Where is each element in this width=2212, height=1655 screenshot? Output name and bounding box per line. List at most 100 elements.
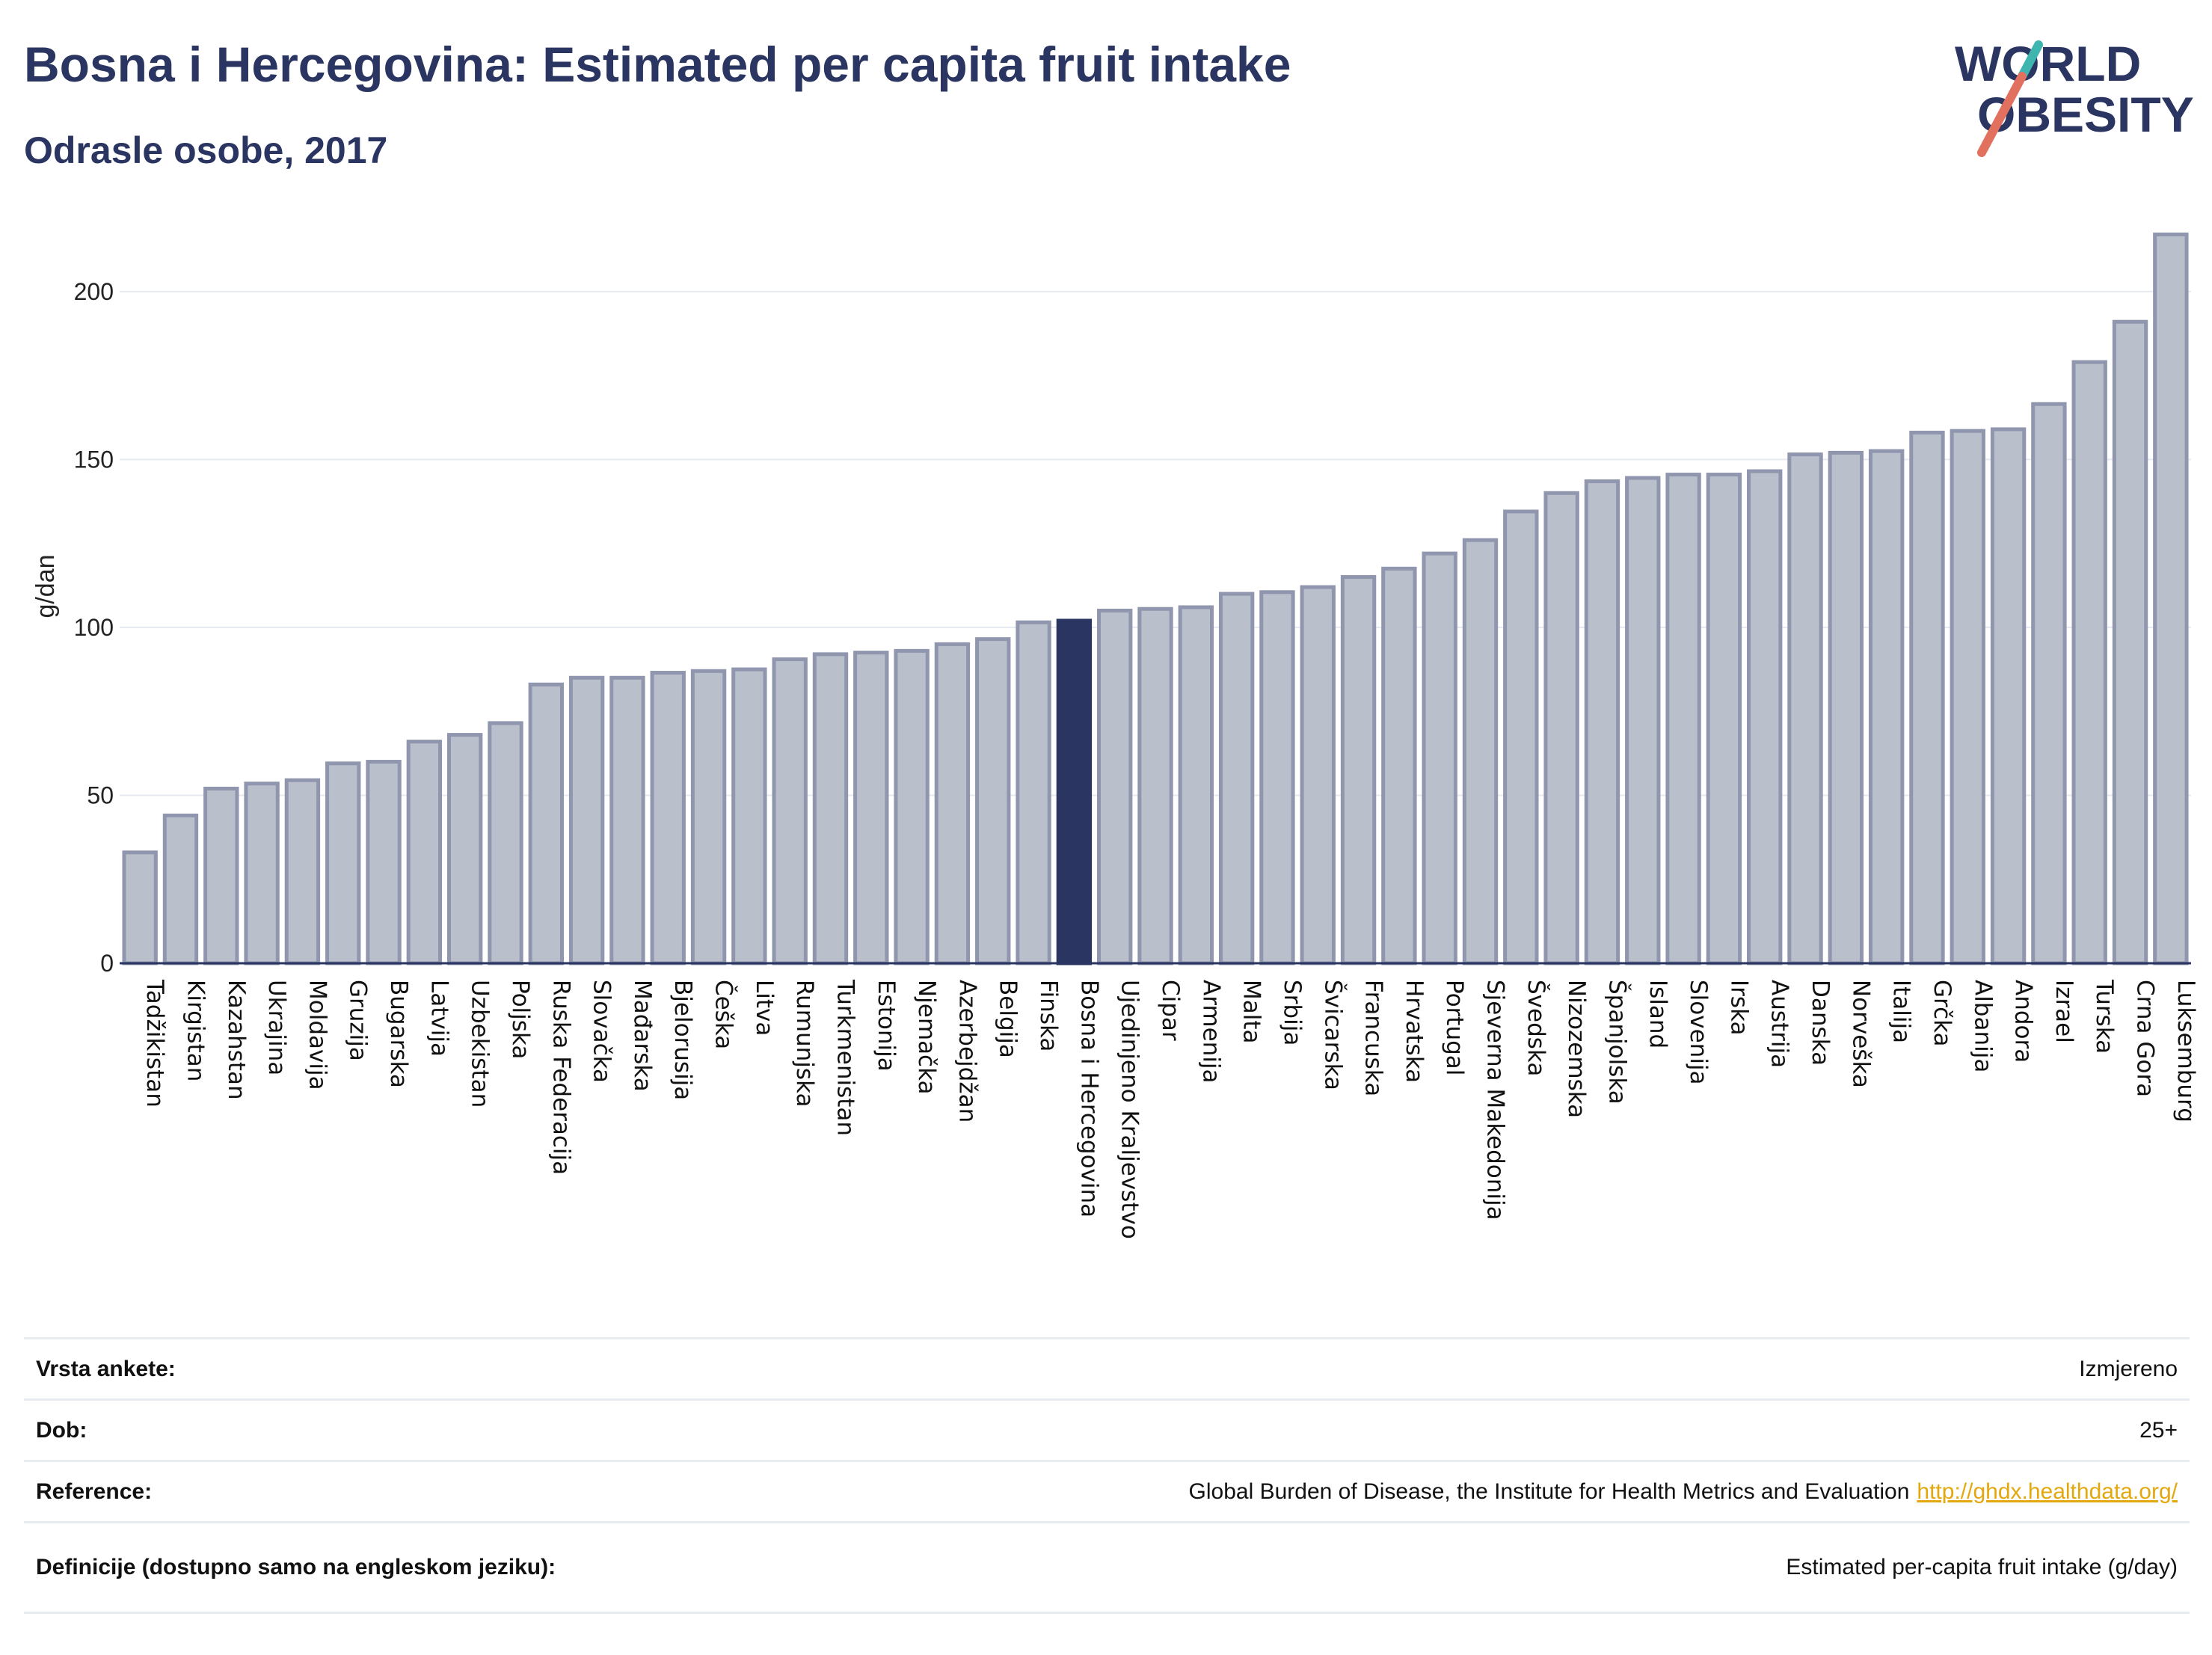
- x-tick-label: Austrija: [1766, 980, 1793, 1068]
- y-tick-label: 200: [74, 278, 114, 305]
- x-tick-label: Španjolska: [1603, 980, 1631, 1105]
- x-tick-label: Bjelorusija: [669, 980, 696, 1100]
- bar: [894, 648, 930, 965]
- y-tick-label: 100: [74, 614, 114, 641]
- bar: [1503, 509, 1539, 965]
- x-tick-label: Luksemburg: [2172, 980, 2199, 1123]
- info-value: Global Burden of Disease, the Institute …: [1189, 1479, 2178, 1505]
- bar: [772, 657, 808, 965]
- bar: [122, 850, 158, 965]
- x-tick-label: Češka: [710, 980, 738, 1049]
- x-tick-label: Turkmenistan: [832, 979, 858, 1136]
- x-tick-label: Ruska Federacija: [547, 980, 574, 1175]
- bar: [1543, 491, 1579, 965]
- bar: [1462, 538, 1499, 965]
- bar: [1625, 476, 1661, 965]
- x-tick-label: Moldavija: [304, 980, 331, 1090]
- y-tick-label: 150: [74, 446, 114, 473]
- bar: [203, 786, 239, 965]
- bar: [1340, 575, 1377, 965]
- x-tick-label: Francuska: [1360, 980, 1387, 1096]
- info-label: Reference:: [36, 1479, 153, 1504]
- x-tick-label: Slovenija: [1685, 980, 1712, 1085]
- info-label: Definicije (dostupno samo na engleskom j…: [36, 1555, 556, 1579]
- labels: 0 50 100 150 200 Tadžikistan Kirgistan Kazahsta…: [31, 278, 2199, 1239]
- x-tick-label: Cipar: [1157, 980, 1184, 1041]
- bar: [1178, 605, 1214, 965]
- x-tick-label: Ukrajina: [263, 980, 290, 1075]
- bar: [975, 637, 1011, 965]
- bars: [122, 232, 2189, 965]
- x-tick-label: Island: [1644, 980, 1671, 1048]
- bar: [1787, 452, 1823, 965]
- x-tick-label: Njemačka: [913, 980, 940, 1095]
- bar: [2031, 402, 2067, 965]
- x-tick-label: Uzbekistan: [467, 980, 494, 1108]
- info-row-age: Dob: 25+: [24, 1398, 2190, 1460]
- x-tick-label: Kirgistan: [182, 980, 209, 1081]
- x-tick-label: Sjeverna Makedonija: [1482, 980, 1509, 1220]
- bar: [1706, 473, 1742, 965]
- x-tick-label: Bugarska: [385, 980, 412, 1088]
- y-axis-title: g/dan: [31, 554, 60, 618]
- bar: [325, 761, 361, 965]
- logo-slash-teal-icon: [2018, 40, 2043, 81]
- bar: [731, 667, 767, 965]
- bar: [1868, 449, 1905, 965]
- y-tick-label: 50: [87, 782, 114, 808]
- x-tick-label: Nizozemska: [1563, 980, 1590, 1118]
- x-tick-label: Albanija: [1969, 980, 1996, 1072]
- bar: [1300, 585, 1336, 965]
- bar: [1950, 429, 1985, 965]
- x-tick-label: Poljska: [507, 980, 534, 1059]
- page-title: Bosna i Hercegovina: Estimated per capit…: [24, 37, 1291, 92]
- x-tick-label: Irska: [1725, 980, 1752, 1035]
- page-subtitle: Odrasle osobe, 2017: [24, 129, 388, 171]
- x-tick-label: Turska: [2091, 979, 2118, 1054]
- bar: [1097, 608, 1133, 965]
- bar: [2071, 360, 2107, 965]
- x-tick-label: Estonija: [873, 980, 900, 1072]
- bar: [568, 675, 605, 965]
- x-tick-label: Portugal: [1441, 980, 1468, 1075]
- bar: [1259, 590, 1295, 965]
- bar: [812, 652, 849, 965]
- bar: [244, 782, 280, 965]
- x-tick-label: Srbija: [1279, 980, 1306, 1045]
- x-tick-label: Kazahstan: [223, 980, 250, 1100]
- info-table: Vrsta ankete: Izmjereno Dob: 25+ Referen…: [24, 1337, 2190, 1614]
- info-row-reference: Reference: Global Burden of Disease, the…: [24, 1460, 2190, 1521]
- x-tick-label: Finska: [1035, 980, 1062, 1051]
- info-value: Izmjereno: [2079, 1356, 2178, 1381]
- x-tick-label: Andora: [2010, 980, 2037, 1063]
- x-tick-label: Slovačka: [589, 980, 615, 1083]
- x-tick-label: Norveška: [1847, 980, 1874, 1088]
- bar: [446, 733, 483, 965]
- reference-link[interactable]: http://ghdx.healthdata.org/: [1917, 1479, 2178, 1504]
- bar: [1747, 469, 1783, 965]
- bar: [609, 675, 645, 965]
- x-tick-label: Tadžikistan: [141, 979, 168, 1108]
- bar: [1016, 620, 1051, 965]
- bar: [1665, 473, 1701, 965]
- bar: [284, 778, 321, 965]
- world-obesity-logo: WORLD OBESITY: [1955, 36, 2194, 157]
- bar: [2153, 232, 2189, 965]
- bar: [406, 740, 443, 965]
- bar: [2112, 319, 2148, 965]
- x-tick-label: Rumunjska: [791, 980, 818, 1107]
- x-tick-label: Švicarska: [1319, 980, 1347, 1090]
- bar: [1909, 430, 1945, 965]
- info-label: Vrsta ankete:: [36, 1356, 176, 1381]
- bar: [1056, 618, 1093, 965]
- info-row-definitions: Definicije (dostupno samo na engleskom j…: [24, 1521, 2190, 1614]
- info-value: 25+: [2139, 1417, 2178, 1443]
- x-tick-label: Azerbejdžan: [953, 980, 980, 1123]
- bar: [1218, 592, 1255, 965]
- bar: [690, 669, 727, 965]
- x-tick-label: Danska: [1807, 980, 1834, 1066]
- x-tick-label: Švedska: [1523, 980, 1550, 1076]
- x-tick-label: Izrael: [2050, 980, 2077, 1043]
- x-tick-label: Malta: [1238, 980, 1265, 1044]
- bar-chart: 0 50 100 150 200 Tadžikistan Kirgistan Kazahsta…: [31, 232, 2199, 1239]
